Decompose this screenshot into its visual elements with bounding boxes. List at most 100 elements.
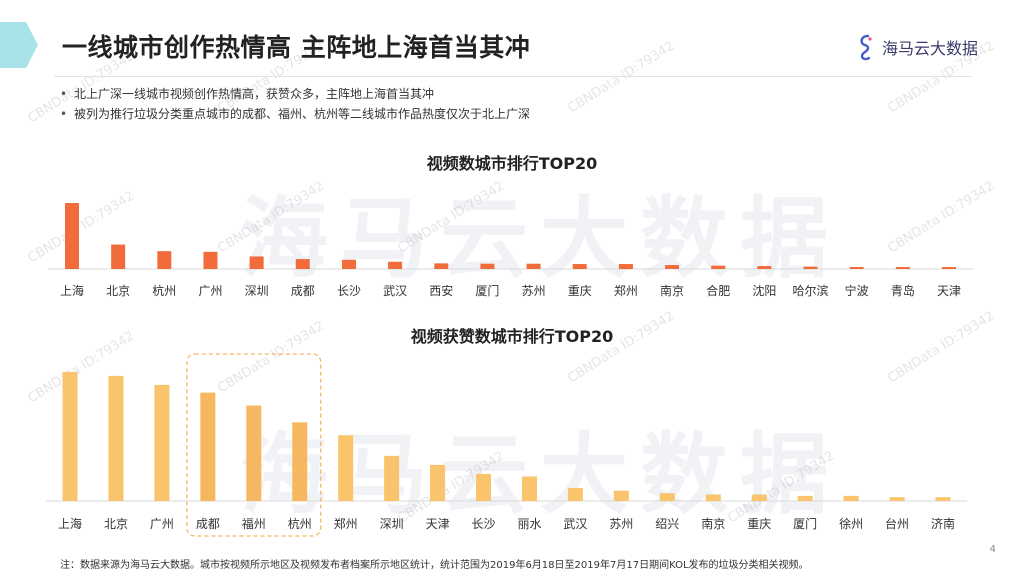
tick-label: 宁波 bbox=[845, 283, 869, 298]
tick-label: 北京 bbox=[104, 517, 128, 531]
tick-label: 厦门 bbox=[475, 283, 499, 298]
tick-label: 合肥 bbox=[706, 283, 730, 298]
bar-武汉 bbox=[388, 261, 403, 269]
bar-成都 bbox=[200, 392, 216, 501]
bar-深圳 bbox=[384, 455, 400, 501]
tick-label: 丽水 bbox=[517, 517, 541, 531]
tick-label: 青岛 bbox=[891, 283, 915, 298]
tick-label: 厦门 bbox=[793, 516, 817, 531]
tick-label: 重庆 bbox=[568, 284, 592, 298]
tick-label: 长沙 bbox=[472, 517, 496, 531]
bullet-text: 北上广深一线城市视频创作热情高，获赞众多，主阵地上海首当其冲 bbox=[74, 87, 435, 101]
footnote: 注：数据来源为海马云大数据。城市按视频所示地区及视频发布者档案所示地区统计，统计… bbox=[60, 560, 809, 571]
tick-label: 南京 bbox=[701, 516, 725, 531]
tick-label: 台州 bbox=[885, 516, 909, 531]
tick-label: 西安 bbox=[429, 283, 453, 298]
bar-丽水 bbox=[521, 476, 537, 501]
chart-title-likes-count: 视频获赞数城市排行TOP20 bbox=[410, 327, 614, 346]
bar-重庆 bbox=[751, 494, 767, 501]
page-number: 4 bbox=[989, 544, 996, 555]
accent-tab bbox=[0, 22, 38, 68]
logo-text: 海马云大数据 bbox=[882, 39, 979, 58]
bar-深圳 bbox=[249, 256, 264, 269]
seahorse-icon bbox=[860, 34, 872, 61]
highlight-box bbox=[186, 353, 322, 537]
bar-上海 bbox=[65, 203, 79, 269]
bar-广州 bbox=[203, 251, 218, 269]
tick-label: 上海 bbox=[58, 516, 82, 531]
tick-label: 成都 bbox=[291, 284, 315, 298]
bar-苏州 bbox=[526, 263, 541, 269]
tick-label: 深圳 bbox=[245, 284, 269, 298]
bar-成都 bbox=[295, 259, 310, 269]
tick-label: 绍兴 bbox=[655, 517, 679, 531]
bar-台州 bbox=[889, 497, 905, 501]
bar-长沙 bbox=[341, 259, 356, 269]
bar-苏州 bbox=[613, 490, 629, 501]
bar-重庆 bbox=[572, 264, 587, 269]
tick-label: 福州 bbox=[242, 516, 266, 531]
tick-label: 徐州 bbox=[839, 516, 863, 531]
chart-title-video-count: 视频数城市排行TOP20 bbox=[426, 154, 598, 173]
tick-label: 郑州 bbox=[334, 516, 358, 531]
bar-济南 bbox=[935, 497, 951, 501]
id-watermark: CBNData ID:79342 bbox=[565, 38, 678, 117]
page-title: 一线城市创作热情高 主阵地上海首当其冲 bbox=[62, 33, 531, 62]
bar-天津 bbox=[942, 267, 956, 269]
bar-南京 bbox=[705, 494, 721, 501]
bar-郑州 bbox=[338, 435, 354, 501]
likes-count-bar-chart: 上海 北京 广州 成都 福州 杭州 郑州 深圳 天津 长沙 丽水 武汉 苏州 绍兴 南京 重庆 厦门 徐州 台州 济南 bbox=[46, 353, 967, 537]
bar-哈尔滨 bbox=[803, 266, 818, 269]
bullet-list: • 北上广深一线城市视频创作热情高，获赞众多，主阵地上海首当其冲 • 被列为推行垃圾… bbox=[60, 84, 530, 124]
tick-label: 南京 bbox=[660, 283, 684, 298]
tick-label: 天津 bbox=[426, 517, 450, 531]
tick-label: 重庆 bbox=[747, 517, 771, 531]
bar-西安 bbox=[434, 263, 449, 269]
bullet-item: • 北上广深一线城市视频创作热情高，获赞众多，主阵地上海首当其冲 bbox=[60, 84, 530, 104]
bullet-text: 被列为推行垃圾分类重点城市的成都、福州、杭州等二线城市作品热度仅次于北上广深 bbox=[74, 107, 531, 121]
tick-label: 天津 bbox=[937, 284, 961, 298]
bar-杭州 bbox=[157, 251, 172, 269]
bar-厦门 bbox=[797, 495, 813, 501]
tick-label: 杭州 bbox=[288, 516, 312, 531]
bar-绍兴 bbox=[659, 493, 675, 501]
tick-label: 哈尔滨 bbox=[793, 283, 829, 298]
tick-label: 郑州 bbox=[614, 283, 638, 298]
bar-北京 bbox=[108, 375, 124, 501]
bar-厦门 bbox=[480, 263, 495, 269]
tick-label: 武汉 bbox=[563, 517, 587, 531]
bullet-dot: • bbox=[60, 107, 68, 121]
bar-沈阳 bbox=[757, 266, 772, 269]
bar-上海 bbox=[62, 372, 78, 501]
bar-郑州 bbox=[618, 264, 633, 269]
bar-青岛 bbox=[895, 267, 910, 269]
bar-杭州 bbox=[292, 422, 308, 501]
bar-福州 bbox=[246, 405, 262, 501]
bullet-dot: • bbox=[60, 87, 68, 101]
tick-label: 沈阳 bbox=[752, 283, 776, 298]
tick-label: 杭州 bbox=[152, 283, 176, 298]
bar-北京 bbox=[111, 244, 126, 269]
tick-label: 武汉 bbox=[383, 284, 407, 298]
tick-label: 苏州 bbox=[522, 284, 546, 298]
bullet-item: • 被列为推行垃圾分类重点城市的成都、福州、杭州等二线城市作品热度仅次于北上广深 bbox=[60, 104, 530, 124]
bar-广州 bbox=[154, 384, 170, 501]
tick-label: 广州 bbox=[198, 284, 222, 298]
brand-logo: 海马云大数据 bbox=[856, 32, 978, 62]
bar-长沙 bbox=[476, 473, 492, 501]
tick-label: 上海 bbox=[60, 283, 84, 298]
bar-天津 bbox=[430, 464, 446, 501]
video-count-bar-chart: 上海 北京 杭州 广州 深圳 成都 长沙 武汉 西安 厦门 苏州 重庆 郑州 南京 合肥 沈阳 哈尔滨 宁波 青岛 天… bbox=[48, 203, 973, 298]
bar-武汉 bbox=[567, 488, 583, 501]
tick-label: 广州 bbox=[150, 517, 174, 531]
bar-宁波 bbox=[849, 267, 864, 269]
tick-label: 深圳 bbox=[380, 517, 404, 531]
bar-合肥 bbox=[711, 265, 726, 269]
tick-label: 北京 bbox=[106, 284, 130, 298]
tick-label: 济南 bbox=[931, 516, 955, 531]
bar-徐州 bbox=[843, 495, 859, 501]
title-divider bbox=[54, 76, 972, 77]
bar-南京 bbox=[665, 265, 680, 269]
tick-label: 成都 bbox=[196, 517, 220, 531]
tick-label: 长沙 bbox=[337, 284, 361, 298]
